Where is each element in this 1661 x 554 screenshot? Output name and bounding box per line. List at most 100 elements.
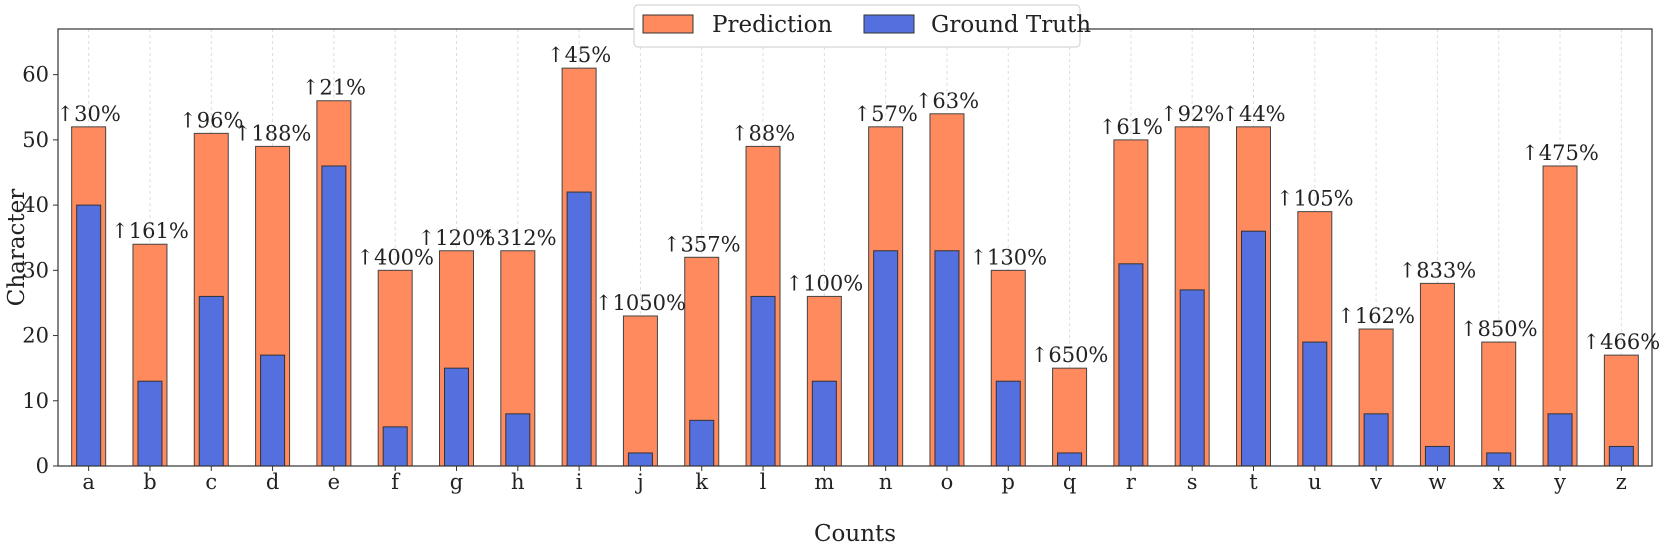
bar-ground-truth-w (1424, 445, 1450, 467)
bar-ground-truth-p (995, 380, 1021, 467)
bar-ground-truth-e (321, 165, 347, 467)
x-tick-label: c (205, 470, 217, 494)
x-tick-label: t (1249, 470, 1258, 494)
bar-ground-truth-x (1486, 452, 1512, 467)
pct-annotation-h: ↑312% (479, 226, 557, 250)
pct-annotation-d: ↑188% (234, 121, 312, 145)
y-axis-label: Character (4, 189, 30, 307)
y-axis: 0 10 20 30 40 50 60 (22, 63, 58, 478)
x-tick-label: k (695, 470, 708, 494)
pct-annotation-r: ↑61% (1099, 115, 1163, 139)
bar-prediction-w (1419, 282, 1455, 467)
x-tick-label: a (82, 470, 95, 494)
pct-annotation-f: ↑400% (356, 245, 434, 269)
pct-annotation-g: ↑120% (418, 226, 496, 250)
legend-label-ground-truth: Ground Truth (931, 12, 1091, 38)
x-tick-label: u (1308, 470, 1322, 494)
pct-annotation-t: ↑44% (1221, 102, 1285, 126)
pct-annotation-p: ↑130% (969, 245, 1047, 269)
y-tick-label: 10 (22, 389, 49, 413)
y-tick-label: 30 (22, 258, 49, 282)
x-tick-label: w (1428, 470, 1446, 494)
x-tick-label: x (1493, 470, 1505, 494)
bar-ground-truth-s (1179, 289, 1205, 467)
pct-annotation-w: ↑833% (1399, 258, 1477, 282)
bar-ground-truth-f (382, 426, 408, 467)
x-tick-label: v (1369, 470, 1382, 494)
x-tick-label: i (576, 470, 583, 494)
pct-annotation-i: ↑45% (547, 43, 611, 67)
bar-ground-truth-j (627, 452, 653, 467)
x-axis-label: Counts (814, 521, 896, 547)
bar-ground-truth-z (1608, 445, 1634, 467)
x-tick-label: l (760, 470, 767, 494)
plot-frame (57, 28, 1653, 467)
bar-ground-truth-r (1118, 263, 1144, 467)
pct-annotation-z: ↑466% (1583, 330, 1661, 354)
bar-prediction-x (1481, 341, 1517, 467)
pct-annotation-o: ↑63% (915, 89, 979, 113)
bar-ground-truth-k (689, 419, 715, 467)
bar-ground-truth-o (934, 250, 960, 467)
pct-annotation-k: ↑357% (663, 232, 741, 256)
pct-annotation-n: ↑57% (854, 102, 918, 126)
bar-ground-truth-l (750, 295, 776, 467)
pct-annotation-y: ↑475% (1521, 141, 1599, 165)
y-tick-label: 20 (22, 324, 49, 348)
x-tick-label: r (1126, 470, 1137, 494)
x-tick-label: p (1002, 470, 1015, 494)
x-tick-label: o (941, 470, 954, 494)
pct-annotation-l: ↑88% (731, 121, 795, 145)
pct-annotation-s: ↑92% (1160, 102, 1224, 126)
y-tick-label: 50 (22, 128, 49, 152)
bar-ground-truth-y (1547, 413, 1573, 467)
bar-ground-truth-u (1302, 341, 1328, 467)
legend-swatch-ground-truth (863, 14, 915, 34)
x-tick-label: g (450, 470, 463, 494)
bar-ground-truth-t (1241, 230, 1266, 467)
annotation-layer: ↑30% ↑161% ↑96%↑188% ↑21% ↑400%↑120%↑312% ↑45… (57, 43, 1661, 367)
x-tick-label: f (391, 470, 401, 494)
x-tick-label: m (814, 470, 834, 494)
x-tick-label: h (511, 470, 525, 494)
x-tick-label: q (1063, 470, 1076, 494)
x-tick-label: y (1553, 470, 1566, 494)
legend-label-prediction: Prediction (712, 12, 832, 38)
x-tick-label: j (634, 470, 644, 494)
bar-prediction-j (622, 315, 658, 467)
bar-ground-truth-h (505, 413, 531, 467)
bar-prediction-q (1052, 367, 1088, 467)
legend: Prediction Ground Truth (633, 4, 1091, 48)
pct-annotation-c: ↑96% (179, 108, 243, 132)
bar-ground-truth-c (198, 295, 224, 467)
bar-ground-truth-d (260, 354, 286, 467)
pct-annotation-v: ↑162% (1337, 304, 1415, 328)
bar-ground-truth-b (137, 380, 163, 467)
pct-annotation-b: ↑161% (111, 219, 189, 243)
x-tick-label: e (328, 470, 340, 494)
x-tick-label: d (266, 470, 279, 494)
legend-box (633, 4, 1081, 48)
pct-annotation-m: ↑100% (786, 271, 864, 295)
bar-ground-truth-n (873, 250, 899, 467)
bar-ground-truth-g (444, 367, 469, 467)
x-tick-label: n (879, 470, 893, 494)
x-tick-label: b (143, 470, 156, 494)
x-tick-label: s (1187, 470, 1198, 494)
bar-ground-truth-m (811, 380, 837, 467)
pct-annotation-j: ↑1050% (595, 291, 686, 315)
pct-annotation-x: ↑850% (1460, 317, 1538, 341)
bar-ground-truth-a (76, 204, 102, 467)
legend-swatch-prediction (642, 14, 694, 34)
bar-layer (71, 67, 1639, 467)
bar-ground-truth-v (1363, 413, 1389, 467)
bar-ground-truth-i (566, 191, 592, 467)
y-tick-label: 0 (36, 454, 49, 478)
bar-ground-truth-q (1057, 452, 1083, 467)
pct-annotation-a: ↑30% (57, 102, 121, 126)
pct-annotation-q: ↑650% (1031, 343, 1109, 367)
x-axis: a b c d e f g h i j k l m n o p q r s t u v w x y z (82, 466, 1627, 494)
pct-annotation-u: ↑105% (1276, 187, 1354, 211)
y-tick-label: 40 (22, 193, 49, 217)
